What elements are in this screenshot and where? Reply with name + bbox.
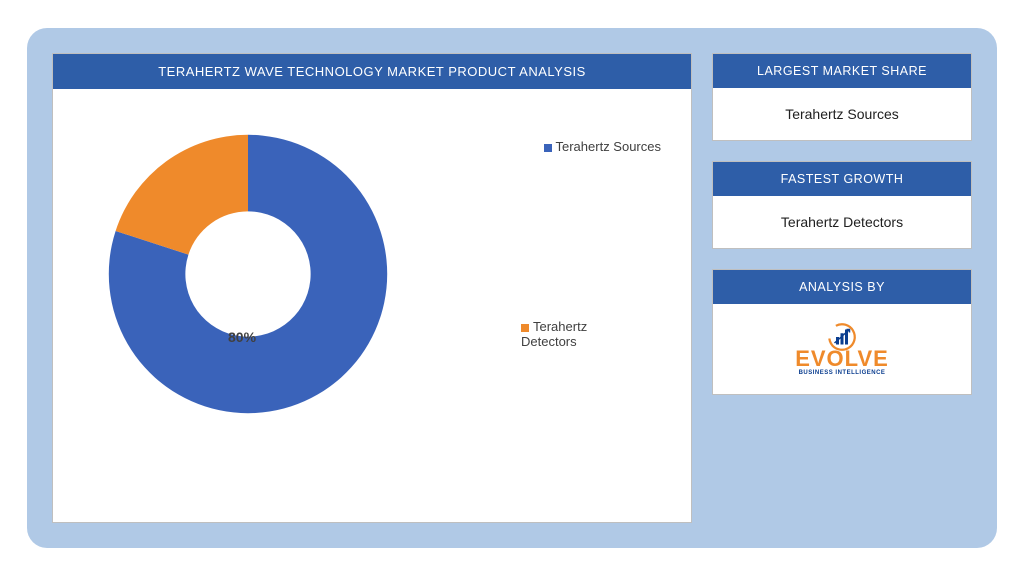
fastest-growth-header: FASTEST GROWTH <box>713 162 971 196</box>
legend-marker-detectors <box>521 324 529 332</box>
legend-marker-sources <box>544 144 552 152</box>
legend-item-detectors: Terahertz Detectors <box>521 319 631 349</box>
donut-value-label: 80% <box>228 329 256 345</box>
chart-body: 80% Terahertz Sources Terahertz Detector… <box>53 89 691 522</box>
dashboard-frame: TERAHERTZ WAVE TECHNOLOGY MARKET PRODUCT… <box>27 28 997 548</box>
analysis-by-logo: EVOLVE BUSINESS INTELLIGENCE <box>713 304 971 394</box>
legend-label-detectors: Terahertz Detectors <box>521 319 587 349</box>
donut-chart: 80% <box>103 129 393 419</box>
chart-card: TERAHERTZ WAVE TECHNOLOGY MARKET PRODUCT… <box>52 53 692 523</box>
evolve-logo-subtext: BUSINESS INTELLIGENCE <box>799 370 886 376</box>
analysis-by-header: ANALYSIS BY <box>713 270 971 304</box>
evolve-logo-text: EVOLVE <box>795 348 889 370</box>
largest-share-header: LARGEST MARKET SHARE <box>713 54 971 88</box>
fastest-growth-value: Terahertz Detectors <box>713 196 971 248</box>
side-column: LARGEST MARKET SHARE Terahertz Sources F… <box>712 53 972 523</box>
analysis-by-card: ANALYSIS BY EVOLVE BUSINESS INTELLIGENCE <box>712 269 972 395</box>
legend-item-sources: Terahertz Sources <box>544 139 662 154</box>
legend-label-sources: Terahertz Sources <box>556 139 662 154</box>
largest-share-value: Terahertz Sources <box>713 88 971 140</box>
fastest-growth-card: FASTEST GROWTH Terahertz Detectors <box>712 161 972 249</box>
chart-title: TERAHERTZ WAVE TECHNOLOGY MARKET PRODUCT… <box>53 54 691 89</box>
largest-share-card: LARGEST MARKET SHARE Terahertz Sources <box>712 53 972 141</box>
